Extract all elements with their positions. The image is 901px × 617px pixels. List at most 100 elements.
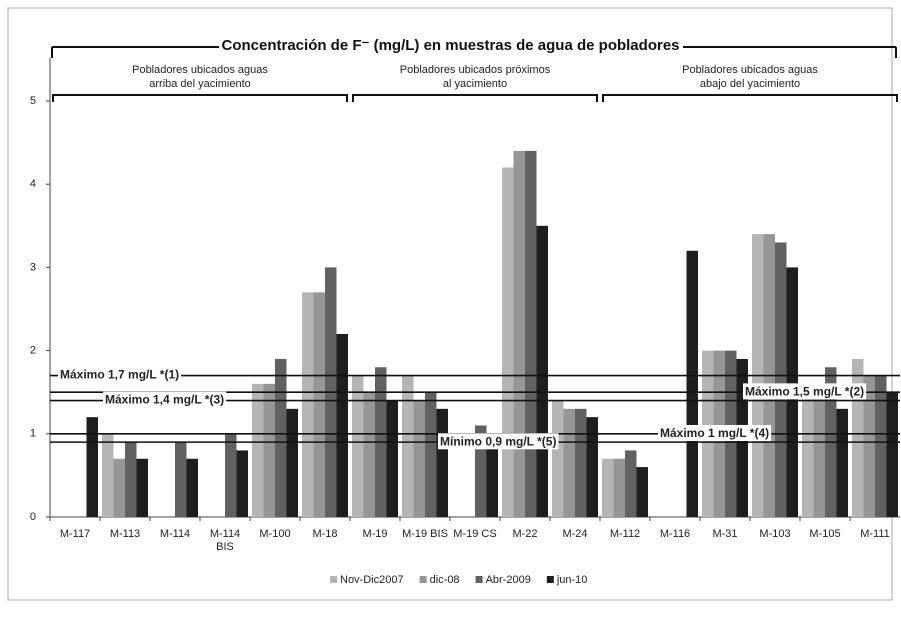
y-tick-label: 5 — [30, 95, 36, 107]
x-tick-label: M-105 — [809, 528, 841, 540]
chart-title-box: Concentración de F⁻ (mg/L) en muestras d… — [0, 36, 901, 55]
group-label: Pobladores ubicados próximos — [399, 64, 551, 76]
group-label: Pobladores ubicados aguas — [132, 64, 268, 76]
x-tick-label: M-114 BIS — [209, 528, 241, 553]
bar — [775, 242, 787, 517]
bar — [263, 383, 275, 517]
bar — [502, 167, 514, 517]
bar — [402, 375, 414, 517]
bar — [552, 400, 564, 517]
x-tick-label: M-114 — [159, 528, 191, 540]
reference-label: Mínimo 0,9 mg/L *(5) — [440, 434, 556, 448]
bar — [302, 292, 314, 517]
bar — [102, 433, 114, 517]
x-tick-label: M-22 — [512, 528, 538, 540]
bar — [802, 392, 814, 517]
bar — [252, 383, 264, 517]
reference-label-bg — [58, 366, 182, 383]
bar — [336, 333, 348, 517]
legend-swatch — [475, 576, 483, 583]
group-bracket — [602, 94, 898, 102]
legend-label: jun-10 — [556, 574, 588, 586]
bar — [625, 450, 637, 517]
bar — [886, 392, 898, 517]
frame — [7, 7, 893, 601]
x-tick-label: M-112 — [609, 528, 641, 540]
bar — [136, 458, 148, 517]
bar — [852, 358, 864, 517]
x-tick-label: M-19 — [362, 528, 388, 540]
x-tick-label: M-103 — [759, 528, 791, 540]
group-bracket — [52, 94, 348, 102]
bar — [436, 408, 448, 517]
legend-swatch — [419, 576, 427, 583]
x-tick-label: M-19 BIS — [402, 528, 448, 540]
bar — [475, 425, 487, 517]
bar — [425, 392, 437, 517]
bar — [175, 442, 187, 517]
legend-label: dic-08 — [430, 574, 460, 586]
legend-swatch — [330, 576, 337, 583]
bar — [813, 392, 825, 517]
bar — [352, 375, 364, 517]
bar — [386, 400, 398, 517]
group-bracket — [352, 94, 598, 102]
y-tick-label: 1 — [30, 428, 36, 440]
bar — [836, 408, 848, 517]
legend-swatch — [546, 576, 554, 583]
x-tick-label: M-31 — [712, 528, 738, 540]
x-tick-label: M-116 — [659, 528, 691, 540]
bar — [602, 458, 614, 517]
group-label: al yacimiento — [442, 78, 508, 90]
reference-label: Máximo 1,5 mg/L *(2) — [745, 384, 864, 398]
reference-label: Máximo 1 mg/L *(4) — [660, 426, 769, 440]
bar — [575, 408, 587, 517]
bar — [636, 467, 648, 517]
bar — [486, 433, 498, 517]
y-tick-label: 4 — [30, 178, 36, 190]
bar — [413, 400, 425, 517]
bar — [225, 433, 237, 517]
y-tick-label: 3 — [30, 261, 36, 273]
group-label: abajo del yacimiento — [699, 78, 801, 90]
x-tick-label: M-113 — [109, 528, 141, 540]
reference-label-bg — [103, 391, 227, 408]
legend-label: Abr-2009 — [486, 574, 531, 586]
bar — [525, 150, 537, 518]
bar — [875, 375, 887, 517]
bar — [275, 358, 287, 517]
group-label: Pobladores ubicados aguas — [682, 64, 818, 76]
y-tick-label: 2 — [30, 345, 36, 357]
x-tick-label: M-117 — [59, 528, 91, 540]
bar — [125, 442, 137, 517]
bar — [186, 458, 198, 517]
bar — [536, 225, 548, 518]
bar — [286, 408, 298, 517]
reference-label-bg — [743, 383, 867, 400]
chart-title: Concentración de F⁻ (mg/L) en muestras d… — [218, 37, 683, 54]
x-tick-label: M-24 — [562, 528, 588, 540]
bar — [236, 450, 248, 517]
x-tick-label: M-100 — [259, 528, 291, 540]
x-tick-label: M-111 — [860, 528, 890, 540]
bar — [686, 250, 698, 517]
x-tick-label: M-18 — [312, 528, 338, 540]
bar — [563, 408, 575, 517]
bar — [613, 458, 625, 517]
reference-label: Máximo 1,7 mg/L *(1) — [60, 368, 179, 382]
reference-label-bg — [438, 433, 559, 450]
reference-label-bg — [658, 424, 772, 441]
bar — [86, 417, 98, 517]
x-tick-label: M-19 CS — [453, 528, 497, 540]
bar — [113, 458, 125, 517]
bar — [513, 150, 525, 518]
legend-label: Nov-Dic2007 — [340, 574, 404, 586]
bar — [586, 417, 598, 517]
group-label: arriba del yacimiento — [149, 78, 251, 90]
bar — [313, 292, 325, 517]
y-tick-label: 0 — [30, 511, 36, 523]
bar — [363, 392, 375, 517]
bar — [863, 375, 875, 517]
